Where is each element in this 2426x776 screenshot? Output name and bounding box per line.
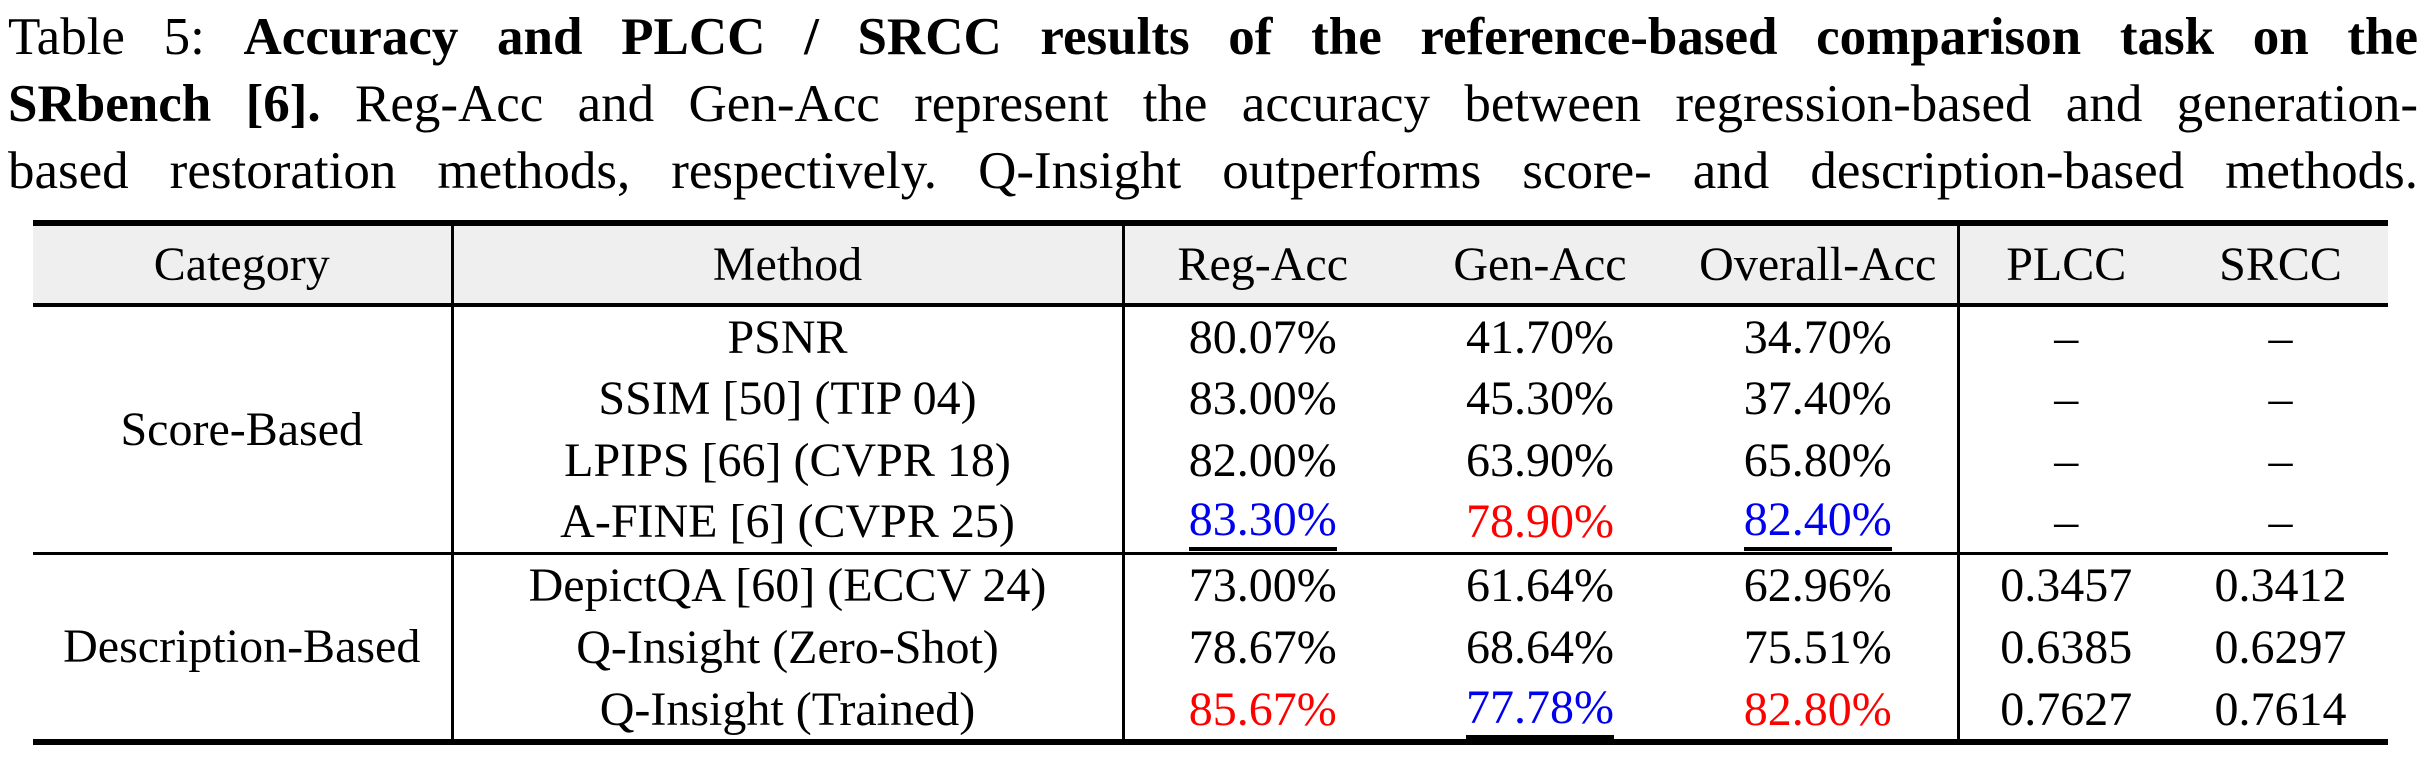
caption-table-number: Table 5:: [8, 8, 205, 66]
caption-body-text-2: based restoration methods, respectively.…: [8, 142, 2418, 200]
underlined-value: 77.78%: [1466, 683, 1614, 739]
overall-acc-cell: 34.70%: [1679, 305, 1960, 367]
overall-acc-cell: 75.51%: [1679, 616, 1960, 679]
reg-acc-cell-second-best: 83.30%: [1123, 491, 1401, 553]
header-cell-srcc: SRCC: [2173, 223, 2388, 307]
srcc-cell: –: [2268, 433, 2293, 487]
method-cell: Q-Insight (Trained): [452, 679, 1125, 742]
underlined-value: 82.40%: [1743, 495, 1892, 551]
caption-line-3: based restoration methods, respectively.…: [8, 138, 2418, 205]
caption-body-text-1: Reg-Acc and Gen-Acc represent the accura…: [354, 75, 2418, 133]
reg-acc-cell: 73.00%: [1123, 551, 1401, 616]
header-cell-category: Category: [33, 223, 454, 307]
table-row: LPIPS [66] (CVPR 18) 82.00% 63.90% 65.80…: [33, 429, 2388, 491]
overall-acc-cell-best: 82.80%: [1679, 679, 1960, 742]
table-caption: Table 5: Accuracy and PLCC / SRCC result…: [8, 4, 2418, 205]
reg-acc-cell: 78.67%: [1188, 621, 1337, 674]
method-cell: Q-Insight (Zero-Shot): [452, 616, 1125, 679]
plcc-cell: –: [2054, 433, 2079, 487]
table-row: Q-Insight (Zero-Shot) 78.67% 68.64% 75.5…: [33, 616, 2388, 679]
srcc-cell: –: [2268, 371, 2293, 425]
gen-acc-cell: 68.64%: [1466, 621, 1614, 674]
gen-acc-cell: 41.70%: [1466, 310, 1614, 364]
reg-acc-cell-best: 85.67%: [1188, 682, 1337, 736]
caption-line-2: SRbench [6]. Reg-Acc and Gen-Acc represe…: [8, 71, 2418, 138]
srcc-cell: 0.7614: [2214, 682, 2347, 736]
gen-acc-cell-best: 78.90%: [1466, 494, 1614, 548]
plcc-cell: –: [2054, 310, 2079, 364]
srcc-cell: 0.3412: [2173, 551, 2388, 616]
header-cell-reg-acc: Reg-Acc: [1123, 223, 1401, 307]
reg-acc-cell: 82.00%: [1188, 433, 1337, 487]
method-cell: LPIPS [66] (CVPR 18): [452, 429, 1125, 491]
plcc-cell: –: [2054, 494, 2079, 548]
category-cell-score-based: Score-Based: [33, 305, 454, 553]
method-cell: A-FINE [6] (CVPR 25): [452, 491, 1125, 553]
table-row: A-FINE [6] (CVPR 25) 83.30% 78.90% 82.40…: [33, 491, 2388, 553]
table-row: SSIM [50] (TIP 04) 83.00% 45.30% 37.40% …: [33, 367, 2388, 429]
srcc-cell: 0.6297: [2214, 621, 2347, 674]
table-row: Score-Based PSNR 80.07% 41.70% 34.70% – …: [33, 305, 2388, 553]
overall-acc-cell: 62.96%: [1679, 551, 1960, 616]
header-cell-gen-acc: Gen-Acc: [1401, 223, 1679, 307]
reg-acc-cell: 83.00%: [1188, 371, 1337, 425]
srcc-cell: –: [2268, 310, 2293, 364]
caption-line-1: Table 5: Accuracy and PLCC / SRCC result…: [8, 4, 2418, 71]
overall-acc-cell: 65.80%: [1679, 429, 1960, 491]
header-cell-overall-acc: Overall-Acc: [1679, 223, 1960, 307]
caption-title-bold-2: SRbench [6].: [8, 75, 321, 133]
plcc-cell: 0.7627: [2000, 682, 2133, 736]
table-header-row: Category Method Reg-Acc Gen-Acc Overall-…: [33, 223, 2388, 307]
plcc-cell: 0.6385: [2000, 621, 2133, 674]
header-cell-method: Method: [452, 223, 1125, 307]
method-cell: DepictQA [60] (ECCV 24): [452, 551, 1125, 616]
method-cell: PSNR: [452, 305, 1125, 367]
header-cell-plcc: PLCC: [1958, 223, 2173, 307]
reg-acc-cell: 80.07%: [1188, 310, 1337, 364]
results-table: Category Method Reg-Acc Gen-Acc Overall-…: [33, 220, 2388, 745]
overall-acc-cell-second-best: 82.40%: [1679, 491, 1960, 553]
plcc-cell: –: [2054, 371, 2079, 425]
gen-acc-cell: 63.90%: [1466, 433, 1614, 487]
category-cell-description-based: Description-Based: [33, 551, 454, 742]
method-cell: SSIM [50] (TIP 04): [452, 367, 1125, 429]
caption-title-bold-1: Accuracy and PLCC / SRCC results of the …: [243, 8, 2419, 66]
gen-acc-cell: 45.30%: [1466, 371, 1614, 425]
gen-acc-cell: 61.64%: [1401, 551, 1679, 616]
table-row: Q-Insight (Trained) 85.67% 77.78% 82.80%…: [33, 679, 2388, 742]
table-row: Description-Based DepictQA [60] (ECCV 24…: [33, 551, 2388, 742]
plcc-cell: 0.3457: [1958, 551, 2173, 616]
srcc-cell: –: [2268, 494, 2293, 548]
overall-acc-cell: 37.40%: [1679, 367, 1960, 429]
gen-acc-cell-second-best: 77.78%: [1401, 679, 1679, 742]
underlined-value: 83.30%: [1188, 495, 1337, 551]
